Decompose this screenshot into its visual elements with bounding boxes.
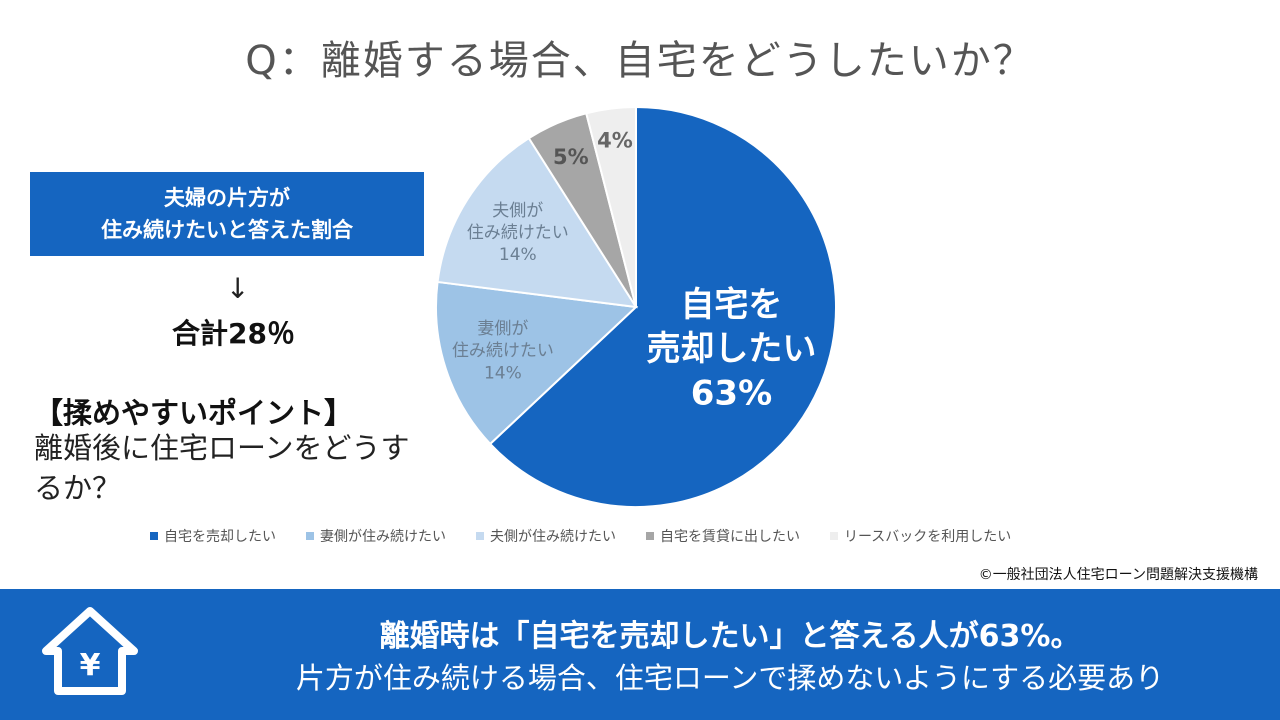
banner-main-text: 離婚時は「自宅を売却したい」と答える人が63%。 [379, 619, 1081, 654]
point-body: 離婚後に住宅ローンをどうするか？ [34, 431, 410, 505]
legend-label: 自宅を売却したい [164, 529, 276, 545]
legend-item-0: 自宅を売却したい [150, 526, 276, 546]
chart-legend: 自宅を売却したい 妻側が住み続けたい 夫側が住み続けたい 自宅を賃貸に出したい リースバ… [150, 526, 1150, 546]
bottom-banner: ¥ 離婚時は「自宅を売却したい」と答える人が63%。 片方が住み続ける場合、住宅… [0, 589, 1280, 720]
legend-swatch [150, 532, 158, 540]
legend-item-4: リースバックを利用したい [830, 526, 1011, 546]
total-percentage: 合計28％ [172, 317, 295, 350]
legend-swatch [830, 532, 838, 540]
chart-title: Q：離婚する場合、自宅をどうしたいか？ [245, 38, 1035, 84]
house-yen-icon: ¥ [42, 607, 138, 695]
yen-symbol: ¥ [80, 648, 101, 683]
point-heading: 【揉めやすいポイント】 [34, 396, 354, 430]
legend-item-3: 自宅を賃貸に出したい [646, 526, 800, 546]
legend-swatch [646, 532, 654, 540]
legend-label: 妻側が住み続けたい [320, 529, 446, 545]
legend-item-1: 妻側が住み続けたい [306, 526, 446, 546]
pie-slice-2 [436, 136, 638, 309]
pie-label-3: 5% [553, 145, 589, 169]
pie-slice-0 [488, 105, 837, 508]
pie-label-1: 妻側が住み続けたい 14% [452, 319, 554, 383]
pie-chart: 自宅を売却したい 63% 妻側が住み続けたい 14% 夫側が住み続けたい 14% 5% 4% [435, 105, 837, 508]
banner-sub-text: 片方が住み続ける場合、住宅ローンで揉めないようにする必要あり [295, 661, 1165, 695]
pie-label-4: 4% [597, 129, 633, 153]
summary-box-line2: 住み続けたいと答えた割合 [101, 218, 353, 242]
legend-item-2: 夫側が住み続けたい [476, 526, 616, 546]
pie-slice-4 [585, 105, 637, 308]
legend-swatch [476, 532, 484, 540]
legend-swatch [306, 532, 314, 540]
summary-box: 夫婦の片方が 住み続けたいと答えた割合 [30, 172, 424, 256]
pie-slice-1 [435, 280, 639, 446]
down-arrow-icon: ↓ [226, 272, 250, 305]
legend-label: リースバックを利用したい [844, 529, 1012, 545]
pie-label-0: 自宅を売却したい 63% [646, 285, 816, 413]
summary-box-line1: 夫婦の片方が [164, 186, 290, 210]
legend-label: 夫側が住み続けたい [490, 529, 616, 545]
legend-label: 自宅を賃貸に出したい [660, 529, 800, 545]
copyright-text: ©一般社団法人住宅ローン問題解決支援機構 [978, 567, 1258, 583]
pie-label-2: 夫側が住み続けたい 14% [467, 201, 569, 265]
